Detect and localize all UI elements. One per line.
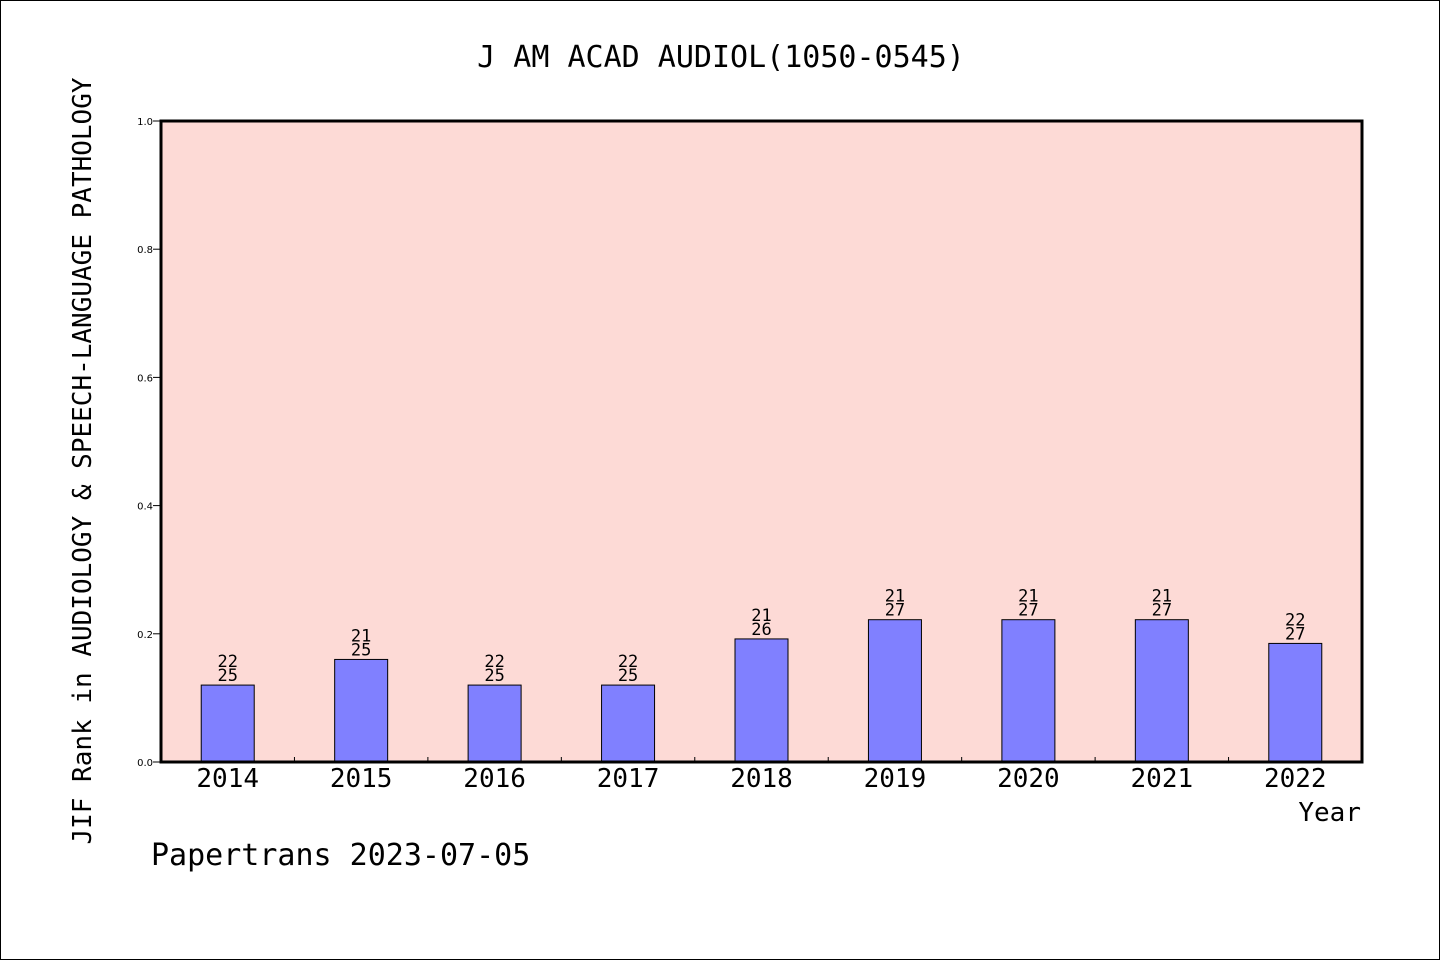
bar-label-rank: 21 [1152,587,1172,607]
footer-credit: Papertrans 2023-07-05 [151,838,530,873]
bar-2018 [734,638,789,763]
chart-title: J AM ACAD AUDIOL(1050-0545) [477,40,965,75]
y-tick-label: 0.0 [137,758,153,769]
bar-2015 [334,658,389,763]
x-tick-label: 2014 [196,764,259,794]
bar-label-total: 27 [1018,601,1038,621]
bar-2014 [200,684,255,763]
x-tick-label: 2017 [597,764,660,794]
x-tick-label: 2016 [463,764,526,794]
x-tick-label: 2022 [1264,764,1327,794]
bar-label-rank: 22 [484,652,504,672]
bar-label-rank: 21 [751,606,771,626]
bar-label-total: 25 [351,640,371,660]
x-tick-label: 2015 [330,764,393,794]
x-axis: 2014 2015 2016 2017 2018 2019 2020 2021 2022 [196,757,1327,794]
bar-label-total: 27 [1285,624,1305,644]
bar-label-rank: 22 [618,652,638,672]
bar-2016 [467,684,522,763]
bar-2021 [1134,619,1189,763]
bar-2022 [1268,642,1323,763]
bar-label-total: 25 [618,666,638,686]
bar-label-total: 27 [1152,601,1172,621]
bar-2017 [601,684,656,763]
y-tick-label: 0.6 [137,373,153,384]
bar-label-total: 25 [217,666,237,686]
bar-label-rank: 21 [885,587,905,607]
bar-label-rank: 21 [351,626,371,646]
x-tick-label: 2021 [1131,764,1194,794]
bar-label-rank: 22 [217,652,237,672]
bar-2020 [1001,619,1056,763]
y-tick-label: 0.4 [137,502,153,513]
x-tick-label: 2019 [864,764,927,794]
y-axis: 0.0 0.2 0.4 0.6 0.8 1.0 [137,117,161,769]
plot-area: 0.00.20.40.60.81.0 222521252225222521262… [137,117,1364,794]
bar-label-total: 25 [484,666,504,686]
bar-2019 [867,619,922,763]
x-axis-label: Year [1298,798,1361,828]
bar-label-total: 27 [885,601,905,621]
x-tick-label: 2018 [730,764,793,794]
y-tick-label: 0.2 [137,630,153,641]
plot-frame [159,119,1364,764]
bar-label-rank: 21 [1018,587,1038,607]
x-tick-label: 2020 [997,764,1060,794]
y-tick-label: 0.8 [137,245,153,256]
bar-label-total: 26 [751,620,771,640]
y-tick-label: 1.0 [137,117,153,128]
bar-label-rank: 22 [1285,610,1305,630]
y-axis-label: JIF Rank in AUDIOLOGY & SPEECH-LANGUAGE … [68,77,98,844]
